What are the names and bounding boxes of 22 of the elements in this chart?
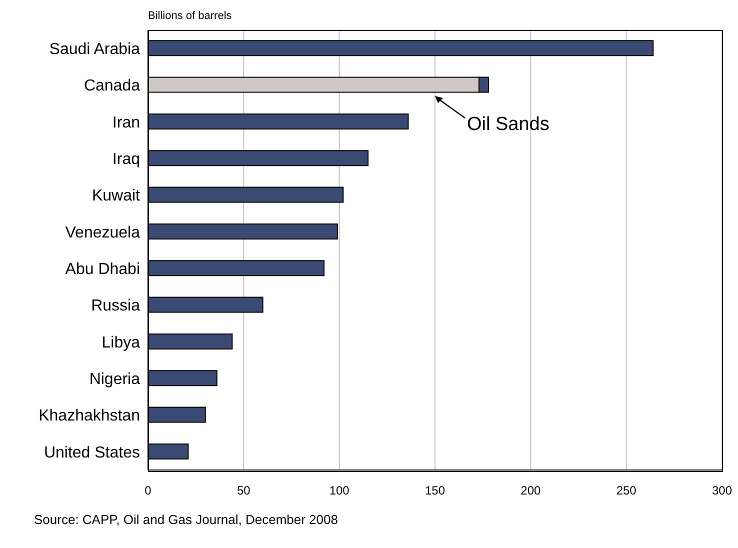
x-tick-label: 50 [236,484,251,498]
y-tick-label: United States [44,444,140,462]
x-tick-label: 0 [144,484,152,498]
y-tick-label: Iran [112,114,140,132]
y-tick-label: Nigeria [89,371,140,388]
y-tick-label: Khazhakhstan [38,408,140,425]
source-note: Source: CAPP, Oil and Gas Journal, December 2008 [34,512,338,527]
x-tick-label: 200 [520,484,541,498]
y-tick-label: Russia [91,298,140,315]
y-tick-label: Kuwait [92,188,141,205]
x-tick-label: 100 [329,484,350,498]
x-axis-title: Billions of barrels [148,10,232,22]
y-tick-label: Venezuela [65,224,140,242]
annotation: Oil Sands [467,114,550,136]
x-tick-label: 300 [712,484,732,498]
y-tick-label: Saudi Arabia [49,41,140,58]
y-tick-label: Abu Dhabi [65,261,140,278]
y-tick-label: Canada [84,78,140,95]
x-tick-label: 150 [424,484,446,498]
y-tick-label: Libya [102,334,140,352]
x-tick-label: 250 [616,484,637,498]
y-tick-label: Iraq [112,151,140,168]
